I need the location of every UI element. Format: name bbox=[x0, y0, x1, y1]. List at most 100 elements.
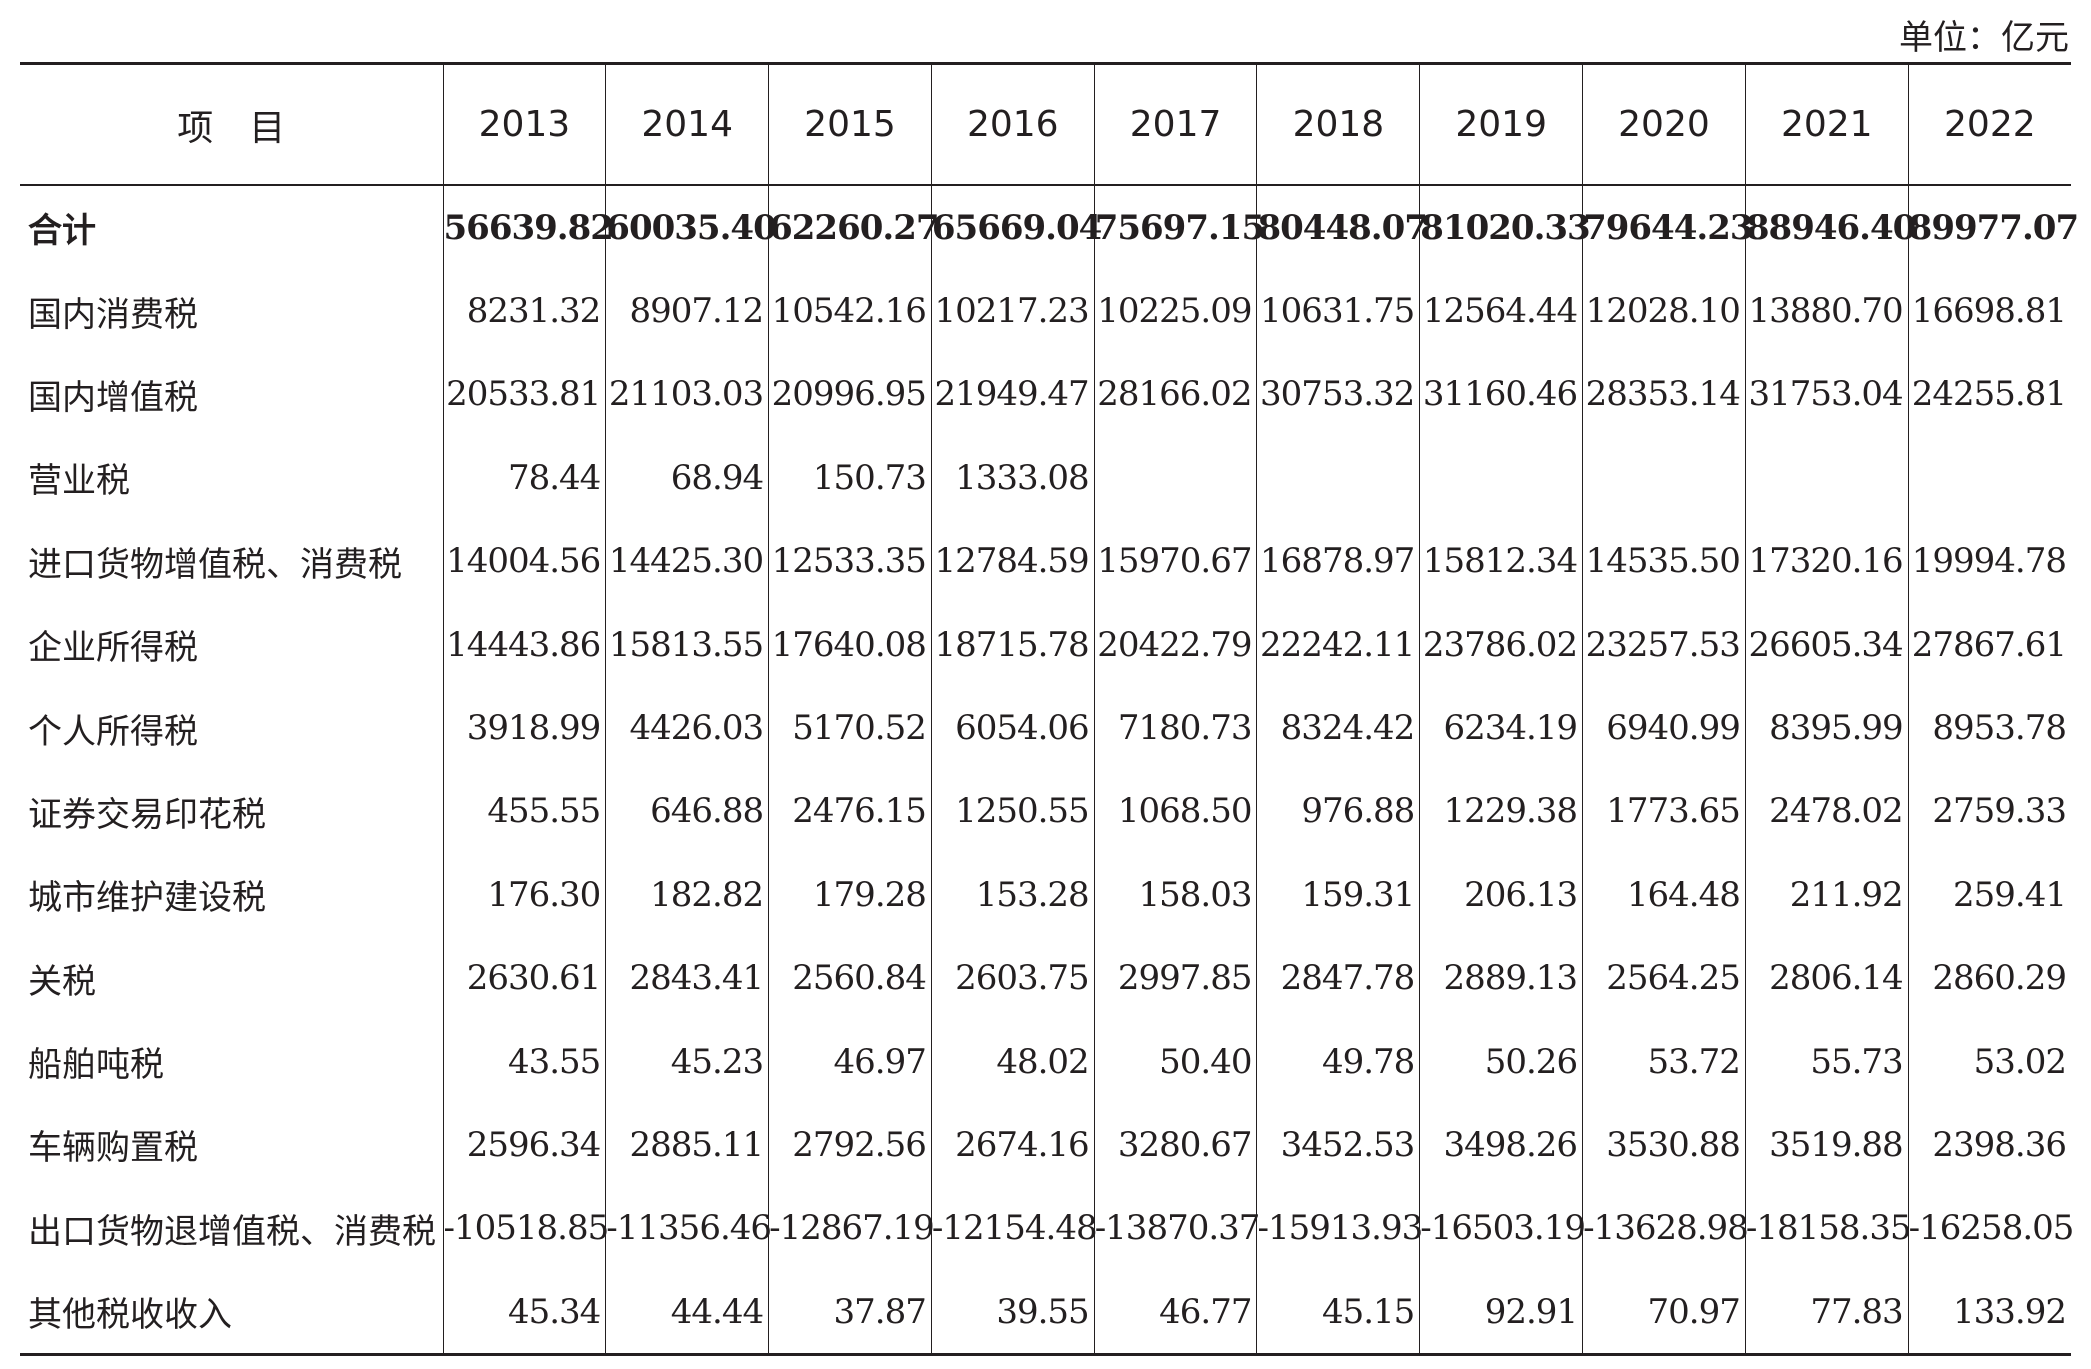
value-cell: -11356.46 bbox=[605, 1186, 772, 1271]
value-cell: 81020.33 bbox=[1419, 185, 1591, 270]
value-cell: 14443.86 bbox=[442, 602, 606, 687]
value-cell: 2564.25 bbox=[1582, 936, 1746, 1020]
value-cell: 3452.53 bbox=[1256, 1103, 1420, 1187]
value-cell: 46.97 bbox=[768, 1019, 932, 1104]
year-header: 2020 bbox=[1582, 63, 1746, 186]
value-cell: 3280.67 bbox=[1093, 1103, 1257, 1187]
value-cell: 23257.53 bbox=[1582, 602, 1746, 687]
value-cell: -18158.35 bbox=[1744, 1186, 1912, 1271]
year-header: 2022 bbox=[1907, 63, 2071, 186]
value-cell: 6234.19 bbox=[1419, 686, 1583, 770]
empty-cell bbox=[1093, 436, 1257, 520]
value-cell: 21103.03 bbox=[605, 352, 769, 437]
value-cell: 14004.56 bbox=[442, 519, 606, 603]
table-row: 关税 2630.61 2843.41 2560.84 2603.75 2997.85 284… bbox=[20, 936, 2071, 1020]
value-cell: 53.02 bbox=[1907, 1019, 2071, 1104]
table-row: 船舶吨税 43.55 45.23 46.97 48.02 50.40 49.78 50.26 5… bbox=[20, 1019, 2071, 1104]
empty-cell bbox=[1419, 436, 1583, 520]
value-cell: 12533.35 bbox=[768, 519, 932, 603]
value-cell: 5170.52 bbox=[768, 686, 932, 770]
value-cell: 1068.50 bbox=[1093, 769, 1257, 854]
value-cell: 2889.13 bbox=[1419, 936, 1583, 1020]
value-cell: 2674.16 bbox=[930, 1103, 1095, 1187]
value-cell: 4426.03 bbox=[605, 686, 769, 770]
value-cell: 62260.27 bbox=[768, 185, 940, 270]
value-cell: 50.26 bbox=[1419, 1019, 1583, 1104]
year-header: 2014 bbox=[605, 63, 769, 186]
value-cell: 22242.11 bbox=[1256, 602, 1420, 687]
value-cell: 2997.85 bbox=[1093, 936, 1257, 1020]
value-cell: 16878.97 bbox=[1256, 519, 1420, 603]
value-cell: 88946.40 bbox=[1744, 185, 1916, 270]
value-cell: 2806.14 bbox=[1744, 936, 1909, 1020]
value-cell: 80448.07 bbox=[1256, 185, 1428, 270]
value-cell: 43.55 bbox=[442, 1019, 606, 1104]
value-cell: 31160.46 bbox=[1419, 352, 1583, 437]
value-cell: 159.31 bbox=[1256, 853, 1420, 937]
value-cell: 2860.29 bbox=[1907, 936, 2071, 1020]
value-cell: 37.87 bbox=[768, 1270, 932, 1355]
year-header: 2019 bbox=[1419, 63, 1583, 186]
year-header: 2015 bbox=[768, 63, 932, 186]
value-cell: 2478.02 bbox=[1744, 769, 1909, 854]
table-row: 证券交易印花税 455.55 646.88 2476.15 1250.55 1068.50… bbox=[20, 769, 2071, 854]
value-cell: -16258.05 bbox=[1907, 1186, 2074, 1271]
year-header: 2016 bbox=[930, 63, 1095, 186]
value-cell: 1229.38 bbox=[1419, 769, 1583, 854]
year-header: 2013 bbox=[442, 63, 606, 186]
value-cell: 68.94 bbox=[605, 436, 769, 520]
value-cell: 2847.78 bbox=[1256, 936, 1420, 1020]
value-cell: 89977.07 bbox=[1907, 185, 2079, 270]
value-cell: 8907.12 bbox=[605, 269, 769, 353]
value-cell: 24255.81 bbox=[1907, 352, 2071, 437]
year-header: 2017 bbox=[1093, 63, 1257, 186]
value-cell: 6054.06 bbox=[930, 686, 1095, 770]
value-cell: 79644.23 bbox=[1582, 185, 1754, 270]
value-cell: 976.88 bbox=[1256, 769, 1420, 854]
value-cell: 39.55 bbox=[930, 1270, 1095, 1355]
row-label: 合计 bbox=[28, 211, 96, 252]
value-cell: 65669.04 bbox=[930, 185, 1102, 270]
row-label: 其他税收收入 bbox=[28, 1295, 232, 1336]
value-cell: 3530.88 bbox=[1582, 1103, 1746, 1187]
value-cell: 2596.34 bbox=[442, 1103, 606, 1187]
value-cell: 6940.99 bbox=[1582, 686, 1746, 770]
empty-cell bbox=[1744, 436, 1909, 520]
table-row: 车辆购置税 2596.34 2885.11 2792.56 2674.16 3280.67… bbox=[20, 1103, 2071, 1187]
value-cell: 15813.55 bbox=[605, 602, 769, 687]
value-cell: 3918.99 bbox=[442, 686, 606, 770]
row-label: 国内增值税 bbox=[28, 377, 198, 418]
value-cell: 28353.14 bbox=[1582, 352, 1746, 437]
value-cell: 44.44 bbox=[605, 1270, 769, 1355]
value-cell: 211.92 bbox=[1744, 853, 1909, 937]
year-header: 2018 bbox=[1256, 63, 1420, 186]
value-cell: 20533.81 bbox=[442, 352, 606, 437]
row-label: 关税 bbox=[28, 961, 96, 1002]
value-cell: 2398.36 bbox=[1907, 1103, 2071, 1187]
row-label: 证券交易印花税 bbox=[28, 794, 266, 835]
value-cell: -12867.19 bbox=[768, 1186, 935, 1271]
value-cell: 23786.02 bbox=[1419, 602, 1583, 687]
value-cell: 8324.42 bbox=[1256, 686, 1420, 770]
value-cell: 50.40 bbox=[1093, 1019, 1257, 1104]
value-cell: 30753.32 bbox=[1256, 352, 1420, 437]
table-row: 城市维护建设税 176.30 182.82 179.28 153.28 158.03 159… bbox=[20, 853, 2071, 937]
row-label: 营业税 bbox=[28, 461, 130, 502]
value-cell: 3519.88 bbox=[1744, 1103, 1909, 1187]
year-header: 2021 bbox=[1744, 63, 1909, 186]
value-cell: -13870.37 bbox=[1093, 1186, 1260, 1271]
value-cell: 8395.99 bbox=[1744, 686, 1909, 770]
value-cell: 75697.15 bbox=[1093, 185, 1265, 270]
value-cell: 259.41 bbox=[1907, 853, 2071, 937]
value-cell: 455.55 bbox=[442, 769, 606, 854]
value-cell: -10518.85 bbox=[442, 1186, 609, 1271]
value-cell: 12028.10 bbox=[1582, 269, 1746, 353]
value-cell: 14535.50 bbox=[1582, 519, 1746, 603]
value-cell: 2792.56 bbox=[768, 1103, 932, 1187]
value-cell: 2560.84 bbox=[768, 936, 932, 1020]
value-cell: 158.03 bbox=[1093, 853, 1257, 937]
value-cell: 45.34 bbox=[442, 1270, 606, 1355]
empty-cell bbox=[1256, 436, 1420, 520]
value-cell: 48.02 bbox=[930, 1019, 1095, 1104]
value-cell: 53.72 bbox=[1582, 1019, 1746, 1104]
